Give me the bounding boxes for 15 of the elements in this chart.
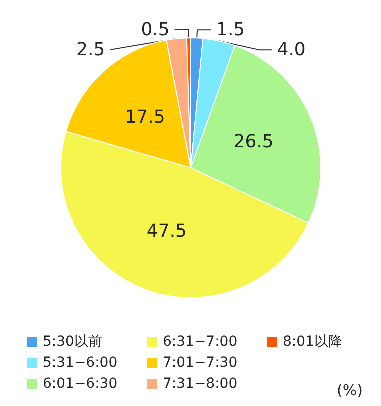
legend-label: 6:01−6:30	[43, 376, 118, 392]
data-label: 4.0	[277, 40, 306, 61]
data-label: 2.5	[76, 40, 106, 61]
legend-label: 7:01−7:30	[163, 355, 238, 371]
data-label: 47.5	[146, 221, 188, 242]
legend-label: 8:01以降	[283, 334, 342, 350]
legend-label: 5:31−6:00	[43, 355, 118, 371]
text: (%)	[337, 382, 364, 400]
legend-label: 6:31−7:00	[163, 334, 238, 350]
legend-label: 5:30以前	[43, 334, 102, 350]
legend-label: 7:31−8:00	[163, 376, 238, 392]
data-label: 26.5	[234, 131, 274, 152]
data-label: 0.5	[141, 20, 170, 41]
data-label: 17.5	[125, 107, 166, 128]
data-label: 1.5	[216, 20, 246, 41]
